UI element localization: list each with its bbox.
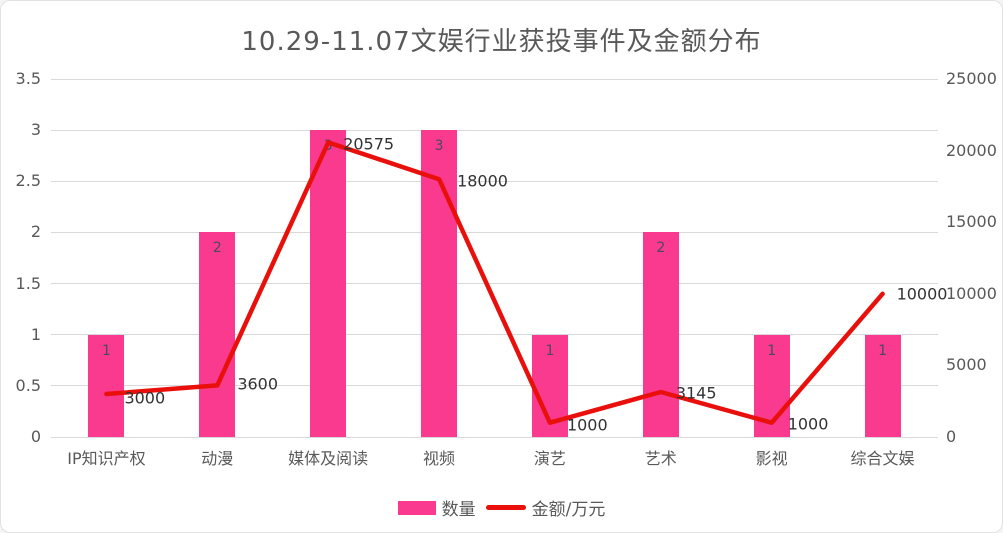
line-point-label: 18000 bbox=[457, 171, 508, 191]
bar-value-label: 1 bbox=[767, 342, 777, 359]
gridline bbox=[51, 78, 938, 80]
left-axis-tick: 0.5 bbox=[15, 375, 41, 395]
category-label: 综合文娱 bbox=[850, 449, 915, 468]
bar-value-label: 2 bbox=[212, 240, 222, 257]
gridline bbox=[51, 283, 938, 285]
category-label: 影视 bbox=[755, 449, 788, 468]
category-label: IP知识产权 bbox=[67, 449, 146, 468]
bar: 1 bbox=[88, 334, 125, 437]
category-label: 艺术 bbox=[644, 449, 677, 468]
bar: 3 bbox=[310, 130, 347, 437]
left-axis-tick: 1 bbox=[30, 324, 41, 344]
line-point-label: 3600 bbox=[237, 374, 279, 394]
category-label: 演艺 bbox=[533, 449, 566, 468]
legend-line-swatch-icon bbox=[485, 505, 526, 510]
gridline bbox=[51, 231, 938, 233]
left-axis-tick: 2.5 bbox=[15, 171, 41, 191]
right-axis-tick: 0 bbox=[946, 427, 957, 446]
chart-title: 10.29-11.07文娱行业获投事件及金额分布 bbox=[241, 27, 762, 57]
bar-value-label: 3 bbox=[323, 138, 333, 155]
right-axis-tick: 5000 bbox=[946, 355, 987, 375]
bar-value-label: 3 bbox=[434, 138, 444, 155]
legend-label-amount: 金额/万元 bbox=[531, 500, 606, 520]
gridline bbox=[51, 334, 938, 336]
bar: 2 bbox=[199, 232, 236, 437]
right-axis-tick: 25000 bbox=[946, 69, 997, 88]
left-axis-tick: 0 bbox=[30, 427, 41, 446]
legend-bar-swatch-icon bbox=[397, 500, 436, 515]
bar: 1 bbox=[864, 334, 901, 437]
left-axis-tick: 3.5 bbox=[15, 69, 41, 88]
category-label: 视频 bbox=[423, 449, 456, 468]
line-point-label: 10000 bbox=[896, 284, 948, 304]
line-point-label: 3145 bbox=[675, 383, 717, 403]
bar: 3 bbox=[421, 130, 458, 437]
left-axis-tick: 2 bbox=[30, 222, 41, 242]
line-point-label: 1000 bbox=[566, 415, 608, 435]
legend-label-count: 数量 bbox=[441, 500, 476, 520]
bar-value-label: 2 bbox=[656, 240, 666, 257]
bar: 1 bbox=[753, 334, 790, 437]
bar-value-label: 1 bbox=[878, 342, 888, 359]
left-axis-tick: 1.5 bbox=[15, 273, 41, 293]
legend: 数量 金额/万元 bbox=[1, 495, 1002, 520]
right-axis-tick: 10000 bbox=[946, 283, 997, 303]
bar: 2 bbox=[642, 232, 679, 437]
bar-value-label: 1 bbox=[545, 342, 555, 359]
line-point-label: 1000 bbox=[787, 414, 829, 434]
gridline bbox=[51, 129, 938, 131]
bar: 1 bbox=[531, 334, 568, 437]
line-point-label: 3000 bbox=[124, 388, 166, 408]
gridline bbox=[51, 385, 938, 387]
right-axis-tick: 15000 bbox=[946, 212, 997, 232]
gridline bbox=[51, 436, 938, 438]
bar-value-label: 1 bbox=[101, 342, 111, 359]
right-axis-tick: 20000 bbox=[946, 140, 997, 160]
category-label: 媒体及阅读 bbox=[288, 449, 369, 468]
line-point-label: 20575 bbox=[343, 134, 395, 154]
category-label: 动漫 bbox=[201, 449, 234, 468]
left-axis-tick: 3 bbox=[30, 120, 41, 140]
